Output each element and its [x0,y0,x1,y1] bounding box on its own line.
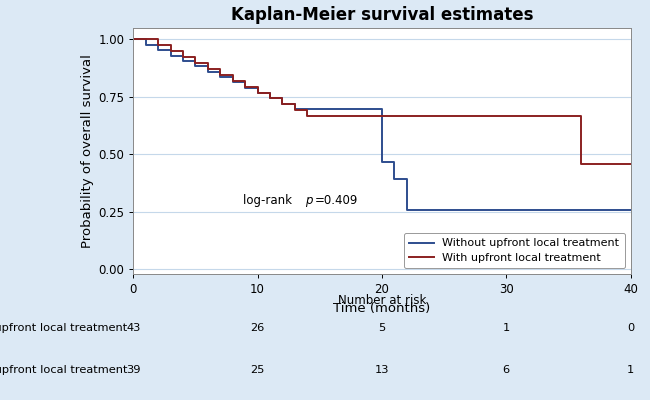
Text: 13: 13 [374,365,389,375]
Text: 0: 0 [627,323,634,333]
X-axis label: Time (months): Time (months) [333,302,430,314]
Text: =0.409: =0.409 [315,194,358,207]
Text: 26: 26 [250,323,265,333]
Text: 6: 6 [502,365,510,375]
Text: Number at risk: Number at risk [338,294,426,307]
Text: log-rank: log-rank [242,194,295,207]
Text: 1: 1 [627,365,634,375]
Y-axis label: Probability of overall survival: Probability of overall survival [81,54,94,248]
Text: Without upfront local treatment: Without upfront local treatment [0,323,127,333]
Text: 1: 1 [502,323,510,333]
Text: 43: 43 [126,323,140,333]
Text: With upfront local treatment: With upfront local treatment [0,365,127,375]
Text: 39: 39 [126,365,140,375]
Legend: Without upfront local treatment, With upfront local treatment: Without upfront local treatment, With up… [404,233,625,268]
Title: Kaplan-Meier survival estimates: Kaplan-Meier survival estimates [231,6,533,24]
Text: 5: 5 [378,323,385,333]
Text: 25: 25 [250,365,265,375]
Text: p: p [305,194,312,207]
